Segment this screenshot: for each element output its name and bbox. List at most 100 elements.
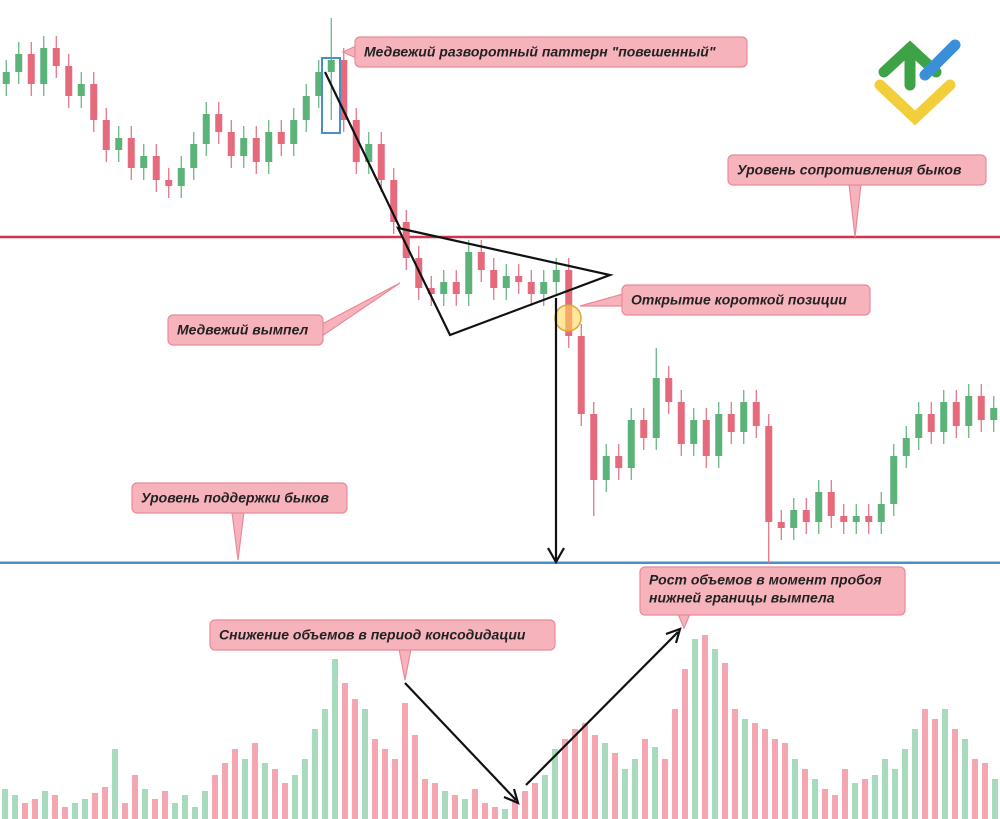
candle-layer: [2, 18, 998, 564]
candle-body: [552, 270, 560, 282]
volume-bar: [602, 743, 608, 819]
candle-body: [202, 114, 210, 144]
volume-arrow: [525, 631, 679, 786]
volume-bar: [912, 729, 918, 819]
volume-bar: [402, 703, 408, 819]
volume-bar: [762, 729, 768, 819]
annotation-box: [167, 314, 324, 346]
volume-bar: [562, 739, 568, 819]
volume-bar: [332, 659, 338, 819]
candle-body: [865, 516, 873, 522]
arrow-head: [547, 547, 565, 565]
candle-body: [115, 138, 123, 150]
volume-bar: [222, 763, 228, 819]
candle-body: [515, 276, 523, 282]
candle-body: [977, 396, 985, 420]
drawings: [321, 57, 682, 805]
volume-bar: [722, 663, 728, 819]
candle-body: [390, 180, 398, 222]
volume-bar: [612, 753, 618, 819]
volume-bar: [442, 791, 448, 819]
candle-body: [377, 144, 385, 180]
candle-body: [590, 414, 598, 480]
candle-body: [727, 414, 735, 432]
volume-bar: [12, 795, 18, 819]
volume-bar: [182, 795, 188, 819]
level-layer: [0, 235, 1000, 565]
candle-body: [102, 120, 110, 150]
annotation-box: [209, 619, 556, 651]
candle-body: [190, 144, 198, 168]
volume-bar: [472, 789, 478, 819]
candle-body: [627, 420, 635, 468]
volume-bar: [492, 807, 498, 819]
volume-bar: [512, 799, 518, 819]
volume-bar: [872, 775, 878, 819]
volume-bar: [352, 699, 358, 819]
candle-body: [40, 48, 48, 84]
volume-arrow: [404, 682, 517, 801]
annotation-box: [621, 284, 871, 316]
candle-body: [827, 492, 835, 516]
volume-bar: [132, 775, 138, 819]
volume-bar: [272, 769, 278, 819]
arrow-head: [503, 788, 520, 805]
candle-body: [152, 156, 160, 180]
candle-body: [540, 282, 548, 294]
candle-body: [2, 72, 10, 84]
candle-body: [890, 456, 898, 504]
annotation-pointer: [579, 293, 624, 307]
annotation-text: Уровень сопротивления быков: [737, 162, 962, 178]
volume-bar: [302, 759, 308, 819]
volume-bar: [962, 739, 968, 819]
annotation-box: [639, 566, 906, 616]
candle-body: [765, 426, 773, 522]
candle-body: [527, 282, 535, 294]
volume-bar: [902, 749, 908, 819]
volume-bar: [412, 735, 418, 819]
volume-bar: [522, 791, 528, 819]
volume-bar: [202, 791, 208, 819]
volume-bar: [82, 799, 88, 819]
hanging-man-box: [321, 57, 341, 134]
volume-bar: [322, 709, 328, 819]
candle-body: [640, 420, 648, 438]
volume-bar: [952, 729, 958, 819]
candle-body: [315, 72, 323, 96]
candle-body: [615, 456, 623, 468]
candle-body: [715, 414, 723, 456]
volume-bar: [142, 789, 148, 819]
volume-bar: [282, 783, 288, 819]
volume-bar: [102, 787, 108, 819]
candle-body: [952, 402, 960, 426]
volume-bar: [362, 709, 368, 819]
logo: [874, 39, 961, 126]
candle-body: [852, 516, 860, 522]
volume-bar: [942, 709, 948, 819]
candle-body: [452, 282, 460, 294]
volume-bar: [252, 743, 258, 819]
candle-body: [327, 60, 335, 72]
candle-body: [165, 180, 173, 186]
pennant: [396, 226, 614, 337]
candle-body: [427, 288, 435, 294]
volume-bar: [422, 779, 428, 819]
annotation-text: Снижение объемов в период консодидации: [219, 627, 526, 643]
volume-bar: [92, 793, 98, 819]
volume-bar: [22, 803, 28, 819]
volume-bar: [682, 669, 688, 819]
logo-part: [919, 39, 961, 81]
annotation-text: Медвежий вымпел: [177, 322, 309, 338]
entry-point: [554, 304, 582, 332]
volume-bar: [992, 779, 998, 819]
volume-bar: [292, 775, 298, 819]
volume-bar: [342, 683, 348, 819]
candle-body: [677, 402, 685, 444]
volume-bar: [652, 747, 658, 819]
candle-body: [352, 120, 360, 162]
candle-body: [690, 420, 698, 444]
candle-body: [277, 132, 285, 144]
arrow-head: [665, 627, 682, 644]
volume-bar: [982, 763, 988, 819]
volume-bar: [882, 759, 888, 819]
